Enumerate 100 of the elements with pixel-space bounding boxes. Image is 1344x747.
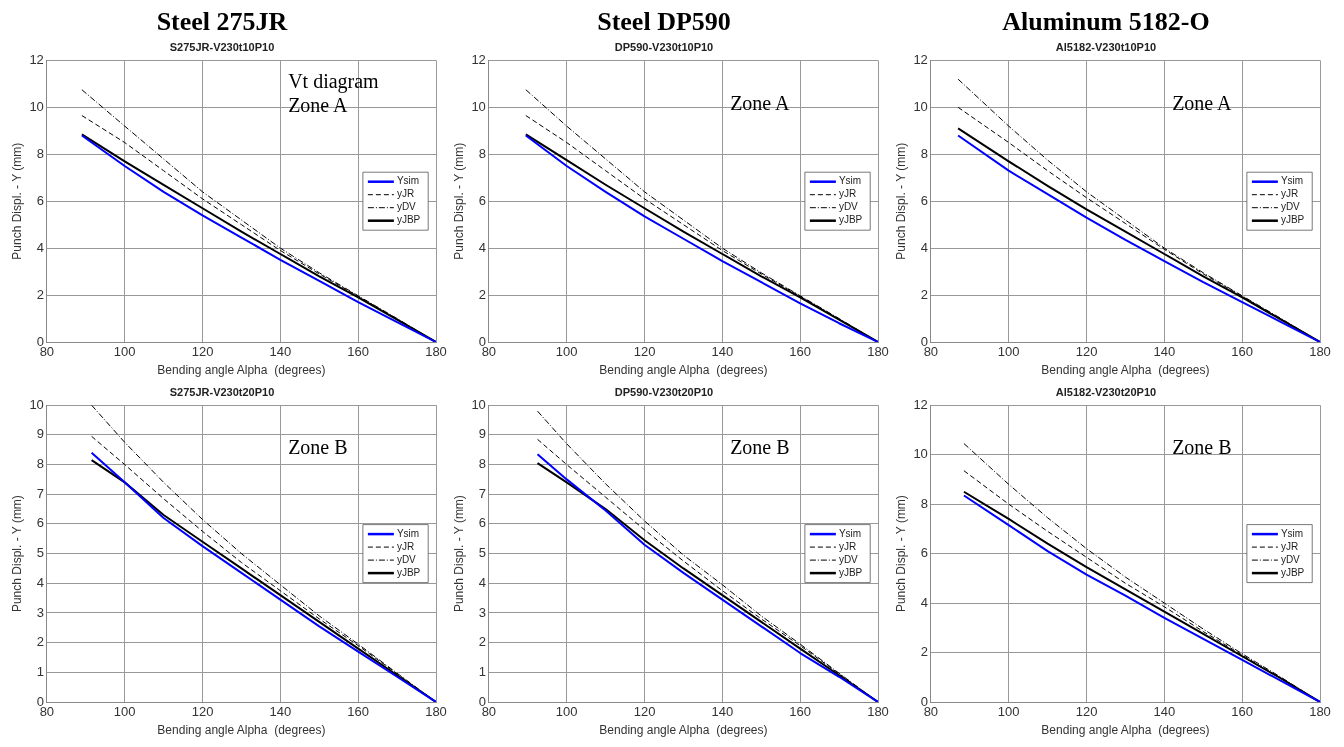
x-axis-title: Bending angle Alpha (degrees) bbox=[1041, 363, 1210, 378]
y-tick-label: 2 bbox=[36, 286, 44, 302]
x-tick-label: 140 bbox=[269, 704, 292, 720]
y-tick-label: 8 bbox=[920, 495, 928, 511]
y-tick-label: 4 bbox=[920, 594, 928, 610]
x-tick-label: 100 bbox=[997, 344, 1020, 360]
x-axis-title: Bending angle Alpha (degrees) bbox=[1041, 723, 1210, 738]
annotation: Vt diagram bbox=[288, 69, 380, 93]
x-tick-label: 160 bbox=[789, 344, 812, 360]
x-tick-label: 100 bbox=[555, 704, 578, 720]
x-tick-label: 180 bbox=[425, 704, 447, 720]
y-tick-label: 9 bbox=[36, 426, 44, 442]
x-tick-label: 180 bbox=[425, 344, 447, 360]
x-axis-title: Bending angle Alpha (degrees) bbox=[157, 363, 326, 378]
y-tick-label: 7 bbox=[36, 485, 44, 501]
y-tick-label: 10 bbox=[913, 446, 928, 462]
legend-label: yJBP bbox=[838, 214, 863, 226]
y-tick-label: 8 bbox=[920, 145, 928, 161]
legend-label: Ysim bbox=[838, 175, 862, 187]
y-axis-title: Punch Displ. - Y (mm) bbox=[9, 495, 24, 613]
y-tick-label: 6 bbox=[36, 192, 44, 208]
y-tick-label: 5 bbox=[478, 545, 486, 561]
y-tick-label: 5 bbox=[36, 545, 44, 561]
y-tick-label: 12 bbox=[913, 396, 928, 412]
y-tick-label: 3 bbox=[36, 604, 44, 620]
x-axis-title: Bending angle Alpha (degrees) bbox=[157, 723, 326, 738]
legend-label: Ysim bbox=[1280, 175, 1304, 187]
chart-subtitle: DP590-V230t20P10 bbox=[614, 385, 714, 398]
chart-subtitle: DP590-V230t10P10 bbox=[614, 40, 714, 53]
x-tick-label: 140 bbox=[711, 344, 734, 360]
y-tick-label: 4 bbox=[36, 574, 44, 590]
chart-title: Steel 275JR bbox=[156, 7, 288, 37]
y-tick-label: 4 bbox=[478, 574, 486, 590]
x-tick-label: 100 bbox=[113, 704, 136, 720]
x-tick-label: 100 bbox=[113, 344, 136, 360]
legend-label: yJBP bbox=[838, 566, 863, 578]
y-tick-label: 7 bbox=[478, 485, 486, 501]
y-tick-label: 2 bbox=[920, 644, 928, 660]
y-tick-label: 10 bbox=[471, 396, 486, 412]
x-tick-label: 120 bbox=[1075, 704, 1098, 720]
legend-label: Ysim bbox=[396, 175, 420, 187]
legend-label: yJR bbox=[838, 540, 857, 552]
legend-label: yJR bbox=[396, 540, 415, 552]
y-tick-label: 4 bbox=[478, 239, 486, 255]
annotation: Zone B bbox=[288, 436, 348, 459]
x-tick-label: 180 bbox=[1309, 344, 1331, 360]
y-tick-label: 2 bbox=[478, 286, 486, 302]
x-tick-label: 120 bbox=[191, 704, 214, 720]
y-tick-label: 4 bbox=[36, 239, 44, 255]
x-tick-label: 180 bbox=[867, 704, 889, 720]
y-axis-title: Punch Displ. - Y (mm) bbox=[893, 142, 908, 260]
y-tick-label: 10 bbox=[29, 396, 44, 412]
x-axis-title: Bending angle Alpha (degrees) bbox=[599, 363, 768, 378]
y-tick-label: 2 bbox=[478, 634, 486, 650]
legend-label: Ysim bbox=[838, 527, 862, 539]
y-tick-label: 1 bbox=[478, 663, 486, 679]
y-tick-label: 6 bbox=[920, 545, 928, 561]
x-tick-label: 120 bbox=[633, 344, 656, 360]
y-tick-label: 9 bbox=[478, 426, 486, 442]
annotation: Zone A bbox=[730, 91, 791, 114]
x-tick-label: 100 bbox=[997, 704, 1020, 720]
x-tick-label: 140 bbox=[1153, 344, 1176, 360]
x-tick-label: 140 bbox=[711, 704, 734, 720]
y-tick-label: 8 bbox=[36, 145, 44, 161]
legend-label: yJBP bbox=[396, 566, 421, 578]
y-axis-title: Punch Displ. - Y (mm) bbox=[451, 142, 466, 260]
annotation: Zone A bbox=[288, 93, 349, 116]
y-tick-label: 1 bbox=[36, 663, 44, 679]
annotation: Zone B bbox=[1172, 436, 1232, 459]
y-tick-label: 6 bbox=[478, 515, 486, 531]
y-axis-title: Punch Displ. - Y (mm) bbox=[893, 495, 908, 613]
legend-label: yDV bbox=[396, 553, 417, 565]
x-tick-label: 160 bbox=[347, 704, 370, 720]
chart-title: Aluminum 5182-O bbox=[1002, 7, 1210, 37]
x-tick-label: 100 bbox=[555, 344, 578, 360]
x-tick-label: 160 bbox=[1231, 344, 1254, 360]
legend-label: yJBP bbox=[396, 214, 421, 226]
y-tick-label: 3 bbox=[478, 604, 486, 620]
x-tick-label: 120 bbox=[633, 704, 656, 720]
chart-title: Steel DP590 bbox=[597, 7, 731, 37]
x-tick-label: 180 bbox=[1309, 704, 1331, 720]
y-tick-label: 2 bbox=[36, 634, 44, 650]
legend-label: yDV bbox=[396, 201, 417, 213]
x-tick-label: 180 bbox=[867, 344, 889, 360]
annotation: Zone B bbox=[730, 436, 790, 459]
chart-subtitle: Al5182-V230t10P10 bbox=[1055, 40, 1157, 53]
y-tick-label: 12 bbox=[471, 51, 486, 67]
y-axis-title: Punch Displ. - Y (mm) bbox=[451, 495, 466, 613]
chart-subtitle: S275JR-V230t20P10 bbox=[169, 385, 275, 398]
legend-label: Ysim bbox=[396, 527, 420, 539]
y-tick-label: 6 bbox=[478, 192, 486, 208]
x-axis-title: Bending angle Alpha (degrees) bbox=[599, 723, 768, 738]
legend-label: yDV bbox=[1280, 201, 1301, 213]
legend-label: Ysim bbox=[1280, 527, 1304, 539]
y-tick-label: 10 bbox=[913, 98, 928, 114]
chart-subtitle: Al5182-V230t20P10 bbox=[1055, 385, 1157, 398]
chart-subtitle: S275JR-V230t10P10 bbox=[169, 40, 275, 53]
y-tick-label: 2 bbox=[920, 286, 928, 302]
y-tick-label: 8 bbox=[478, 145, 486, 161]
x-tick-label: 160 bbox=[347, 344, 370, 360]
